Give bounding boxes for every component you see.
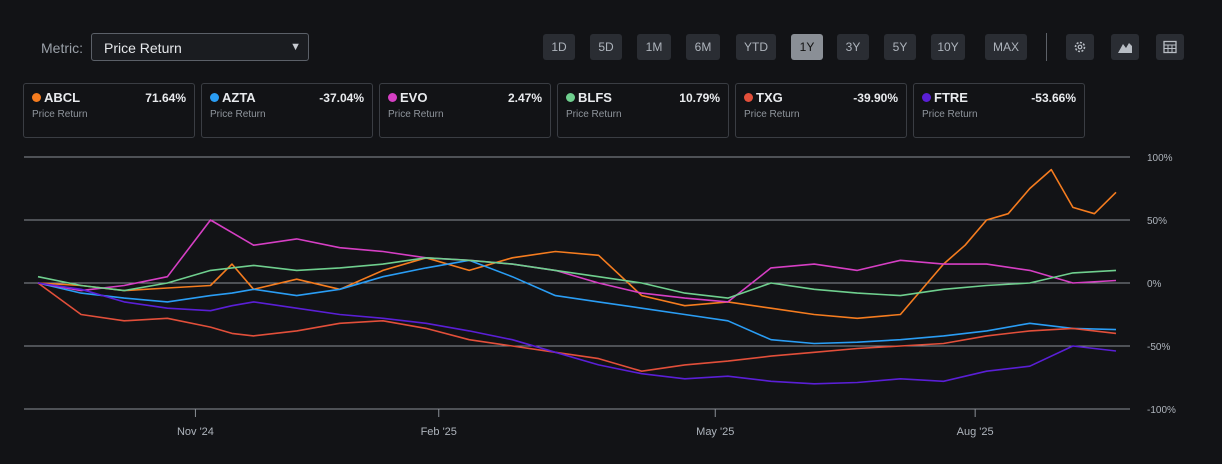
metric-select[interactable]: Price Return ▼	[91, 33, 309, 61]
range-button-ytd[interactable]: YTD	[736, 34, 776, 60]
ticker-return: -53.66%	[1031, 91, 1076, 105]
y-tick-label: 0%	[1147, 279, 1162, 290]
metric-label: Metric:	[41, 40, 83, 56]
range-button-6m[interactable]: 6M	[686, 34, 720, 60]
metric-select-value: Price Return	[104, 40, 182, 56]
series-color-dot	[566, 93, 575, 102]
series-color-dot	[744, 93, 753, 102]
range-button-max[interactable]: MAX	[985, 34, 1027, 60]
y-tick-label: -100%	[1147, 405, 1176, 416]
series-color-dot	[210, 93, 219, 102]
ticker-symbol: AZTA	[222, 90, 256, 105]
ticker-metric: Price Return	[922, 109, 978, 120]
x-tick-label: Nov '24	[177, 426, 214, 438]
series-line-abcl	[37, 168, 1117, 320]
mountain-chart-icon	[1118, 43, 1132, 53]
ticker-card-evo[interactable]: EVO 2.47% Price Return	[379, 83, 551, 138]
ticker-return: 71.64%	[145, 91, 186, 105]
ticker-symbol: EVO	[400, 90, 428, 105]
ticker-card-blfs[interactable]: BLFS 10.79% Price Return	[557, 83, 729, 138]
ticker-symbol: ABCL	[44, 90, 81, 105]
caret-down-icon: ▼	[290, 41, 301, 53]
ticker-symbol: TXG	[756, 90, 783, 105]
y-tick-label: 100%	[1147, 153, 1173, 164]
x-tick-label: Aug '25	[957, 426, 994, 438]
ticker-return: -39.90%	[853, 91, 898, 105]
ticker-return: 10.79%	[679, 91, 720, 105]
range-button-1d[interactable]: 1D	[543, 34, 575, 60]
x-tick-label: Feb '25	[421, 426, 457, 438]
ticker-metric: Price Return	[32, 109, 88, 120]
ticker-symbol: BLFS	[578, 90, 612, 105]
ticker-card-abcl[interactable]: ABCL 71.64% Price Return	[23, 83, 195, 138]
range-button-3y[interactable]: 3Y	[837, 34, 869, 60]
ticker-symbol: FTRE	[934, 90, 968, 105]
ticker-card-ftre[interactable]: FTRE -53.66% Price Return	[913, 83, 1085, 138]
series-line-blfs	[37, 257, 1117, 299]
series-color-dot	[922, 93, 931, 102]
range-button-1y[interactable]: 1Y	[791, 34, 823, 60]
y-tick-label: 50%	[1147, 216, 1167, 227]
chart-type-button[interactable]	[1111, 34, 1139, 60]
table-icon	[1163, 40, 1177, 54]
ticker-return: -37.04%	[319, 91, 364, 105]
series-line-ftre	[37, 282, 1117, 385]
ticker-metric: Price Return	[388, 109, 444, 120]
series-color-dot	[388, 93, 397, 102]
ticker-card-azta[interactable]: AZTA -37.04% Price Return	[201, 83, 373, 138]
settings-button[interactable]	[1066, 34, 1094, 60]
series-line-evo	[37, 219, 1117, 303]
range-button-10y[interactable]: 10Y	[931, 34, 965, 60]
table-view-button[interactable]	[1156, 34, 1184, 60]
ticker-card-txg[interactable]: TXG -39.90% Price Return	[735, 83, 907, 138]
y-tick-label: -50%	[1147, 342, 1170, 353]
range-button-1m[interactable]: 1M	[637, 34, 671, 60]
series-line-azta	[37, 259, 1117, 345]
ticker-metric: Price Return	[744, 109, 800, 120]
ticker-metric: Price Return	[566, 109, 622, 120]
series-color-dot	[32, 93, 41, 102]
range-button-5d[interactable]: 5D	[590, 34, 622, 60]
range-button-5y[interactable]: 5Y	[884, 34, 916, 60]
toolbar-divider	[1046, 33, 1047, 61]
ticker-return: 2.47%	[507, 91, 542, 105]
x-tick-label: May '25	[696, 426, 734, 438]
gear-icon	[1074, 41, 1086, 53]
line-chart: 100% 50% 0% -50% -100% Nov '24 Feb '25 May '25 A…	[24, 153, 1176, 438]
ticker-metric: Price Return	[210, 109, 266, 120]
